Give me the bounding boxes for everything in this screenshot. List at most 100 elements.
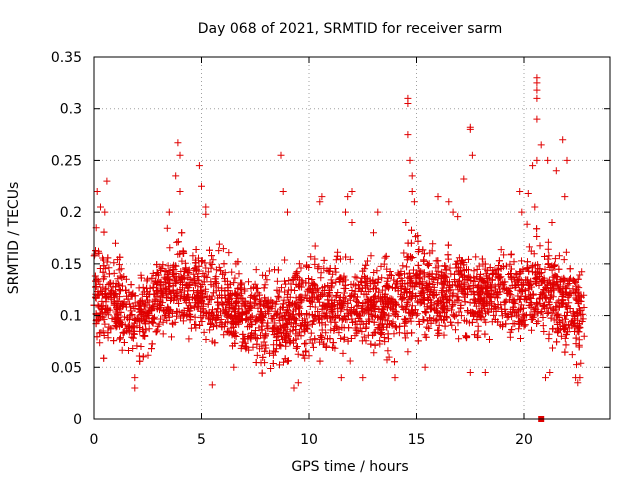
data-point bbox=[432, 264, 440, 272]
data-point bbox=[258, 308, 266, 316]
data-point bbox=[561, 303, 569, 311]
data-point bbox=[116, 253, 124, 261]
data-point bbox=[438, 287, 446, 295]
data-point bbox=[166, 244, 174, 252]
data-point bbox=[278, 284, 285, 292]
data-point bbox=[379, 314, 387, 322]
data-point bbox=[449, 311, 457, 319]
data-point bbox=[113, 310, 121, 318]
data-point bbox=[308, 320, 316, 328]
data-point bbox=[273, 286, 281, 294]
data-point bbox=[460, 175, 468, 183]
data-point bbox=[115, 281, 123, 289]
data-point bbox=[460, 279, 468, 287]
y-axis-label: SRMTID / TECUs bbox=[6, 182, 22, 295]
data-point bbox=[298, 322, 306, 330]
data-point bbox=[256, 345, 264, 353]
data-point bbox=[103, 258, 111, 266]
data-point bbox=[192, 259, 200, 267]
data-point bbox=[394, 313, 402, 320]
data-point bbox=[186, 275, 194, 283]
data-point bbox=[534, 308, 542, 316]
data-point bbox=[460, 261, 468, 269]
data-point bbox=[296, 311, 304, 319]
data-point bbox=[352, 297, 360, 305]
data-point bbox=[515, 325, 523, 333]
data-point bbox=[262, 344, 270, 352]
data-point bbox=[459, 289, 467, 297]
data-point bbox=[204, 300, 212, 308]
data-point bbox=[243, 315, 251, 323]
data-point bbox=[273, 277, 281, 285]
data-point bbox=[569, 308, 577, 316]
data-point bbox=[143, 284, 151, 292]
data-point bbox=[252, 284, 260, 292]
data-point bbox=[553, 273, 561, 281]
data-point bbox=[424, 271, 432, 279]
data-point bbox=[350, 290, 358, 298]
data-point bbox=[541, 253, 548, 260]
data-point bbox=[521, 293, 529, 300]
data-point bbox=[386, 271, 394, 279]
y-tick-label: 0.05 bbox=[51, 360, 82, 376]
data-point bbox=[548, 219, 556, 226]
data-point bbox=[507, 273, 515, 281]
data-point bbox=[118, 346, 126, 354]
data-point bbox=[421, 250, 428, 258]
data-point bbox=[266, 349, 273, 357]
data-point bbox=[447, 286, 455, 294]
data-point bbox=[173, 238, 181, 246]
data-point bbox=[271, 319, 279, 327]
data-point bbox=[149, 319, 157, 327]
data-point bbox=[568, 351, 576, 359]
data-point bbox=[360, 333, 368, 341]
data-point bbox=[481, 305, 489, 313]
data-point bbox=[190, 277, 198, 285]
data-point bbox=[426, 249, 434, 257]
data-point bbox=[170, 270, 177, 278]
data-point bbox=[347, 335, 355, 342]
data-point bbox=[286, 311, 294, 319]
data-point bbox=[337, 335, 345, 342]
data-point bbox=[200, 294, 208, 302]
data-point bbox=[297, 332, 305, 340]
data-point bbox=[517, 335, 524, 342]
data-point bbox=[549, 293, 557, 301]
data-point bbox=[381, 290, 389, 298]
data-point bbox=[370, 279, 378, 287]
data-point bbox=[326, 289, 333, 297]
data-point bbox=[120, 339, 128, 346]
data-point bbox=[397, 274, 405, 282]
data-point bbox=[549, 344, 556, 352]
data-point bbox=[362, 284, 369, 292]
data-point bbox=[546, 369, 554, 376]
data-point bbox=[536, 265, 544, 273]
data-point bbox=[461, 298, 469, 306]
data-point bbox=[348, 315, 356, 323]
data-point bbox=[385, 299, 393, 307]
data-point bbox=[399, 262, 407, 270]
data-point bbox=[192, 324, 200, 332]
data-point bbox=[305, 296, 313, 304]
data-point bbox=[280, 296, 288, 304]
data-point bbox=[275, 294, 283, 302]
data-point bbox=[290, 384, 298, 392]
data-point bbox=[234, 295, 242, 303]
data-point bbox=[195, 262, 203, 270]
data-point bbox=[538, 269, 545, 277]
data-point bbox=[565, 277, 573, 285]
data-point bbox=[565, 291, 573, 299]
data-point bbox=[388, 272, 395, 279]
data-point bbox=[395, 271, 403, 279]
data-point bbox=[441, 309, 448, 317]
data-point bbox=[137, 343, 145, 350]
data-point bbox=[374, 208, 382, 216]
data-point bbox=[209, 256, 217, 264]
data-point bbox=[209, 306, 216, 314]
data-point bbox=[404, 348, 412, 356]
data-point bbox=[398, 302, 406, 310]
data-point bbox=[194, 303, 202, 311]
data-point bbox=[168, 309, 176, 317]
data-point bbox=[472, 302, 480, 310]
data-point bbox=[371, 305, 379, 313]
